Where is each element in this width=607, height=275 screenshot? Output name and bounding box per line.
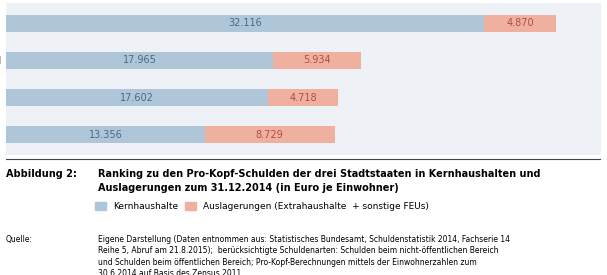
Text: 4.870: 4.870 — [506, 18, 534, 28]
Text: Quelle:: Quelle: — [6, 235, 33, 244]
Text: 17.602: 17.602 — [120, 93, 154, 103]
Text: Ranking zu den Pro-Kopf-Schulden der drei Stadtstaaten in Kernhaushalten und
Aus: Ranking zu den Pro-Kopf-Schulden der dre… — [98, 169, 541, 192]
Text: 8.729: 8.729 — [256, 130, 283, 140]
Text: Eigene Darstellung (Daten entnommen aus: Statistisches Bundesamt, Schuldenstatis: Eigene Darstellung (Daten entnommen aus:… — [98, 235, 510, 275]
Text: 13.356: 13.356 — [89, 130, 122, 140]
Bar — [273, 52, 362, 69]
Bar — [6, 89, 268, 106]
Bar — [6, 15, 484, 32]
Bar — [6, 52, 273, 69]
Text: 5.934: 5.934 — [304, 56, 331, 65]
Bar — [484, 15, 556, 32]
Bar — [6, 126, 205, 143]
Text: 32.116: 32.116 — [228, 18, 262, 28]
Legend: Kernhaushalte, Auslagerungen (Extrahaushalte  + sonstige FEUs): Kernhaushalte, Auslagerungen (Extrahaush… — [91, 199, 433, 215]
Text: 17.965: 17.965 — [123, 56, 157, 65]
Bar — [205, 126, 334, 143]
Text: Abbildung 2:: Abbildung 2: — [6, 169, 77, 179]
Bar — [268, 89, 338, 106]
Text: 4.718: 4.718 — [289, 93, 317, 103]
